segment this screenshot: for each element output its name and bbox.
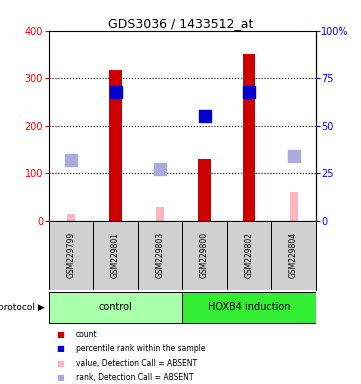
Point	[246, 88, 252, 94]
Bar	[201, 216, 209, 221]
Text: control: control	[99, 302, 132, 312]
Text: GSM229802: GSM229802	[245, 232, 253, 278]
Point	[157, 166, 163, 172]
Bar	[243, 55, 255, 221]
Bar	[227, 221, 271, 290]
Bar	[49, 221, 93, 290]
Bar	[182, 221, 227, 290]
Text: protocol ▶: protocol ▶	[0, 303, 45, 312]
Text: count: count	[76, 329, 97, 339]
Point	[202, 113, 208, 119]
Text: ■: ■	[56, 359, 64, 368]
Bar	[198, 159, 211, 221]
Point	[113, 89, 118, 96]
Text: ■: ■	[56, 344, 64, 353]
Text: HOXB4 induction: HOXB4 induction	[208, 302, 290, 312]
Text: value, Detection Call = ABSENT: value, Detection Call = ABSENT	[76, 359, 197, 368]
Point	[291, 153, 296, 159]
Text: ■: ■	[56, 329, 64, 339]
Point	[68, 157, 74, 163]
Text: GDS3036 / 1433512_at: GDS3036 / 1433512_at	[108, 17, 253, 30]
Text: GSM229800: GSM229800	[200, 232, 209, 278]
Bar	[182, 292, 316, 323]
Text: percentile rank within the sample: percentile rank within the sample	[76, 344, 205, 353]
Bar	[271, 221, 316, 290]
Text: GSM229801: GSM229801	[111, 232, 120, 278]
Bar	[138, 221, 182, 290]
Text: ■: ■	[56, 373, 64, 382]
Bar	[109, 70, 122, 221]
Text: rank, Detection Call = ABSENT: rank, Detection Call = ABSENT	[76, 373, 193, 382]
Text: GSM229803: GSM229803	[156, 232, 165, 278]
Bar	[49, 292, 182, 323]
Text: GSM229804: GSM229804	[289, 232, 298, 278]
Bar	[290, 192, 297, 221]
Text: GSM229799: GSM229799	[66, 232, 75, 278]
Bar	[93, 221, 138, 290]
Bar	[67, 214, 75, 221]
Bar	[156, 207, 164, 221]
